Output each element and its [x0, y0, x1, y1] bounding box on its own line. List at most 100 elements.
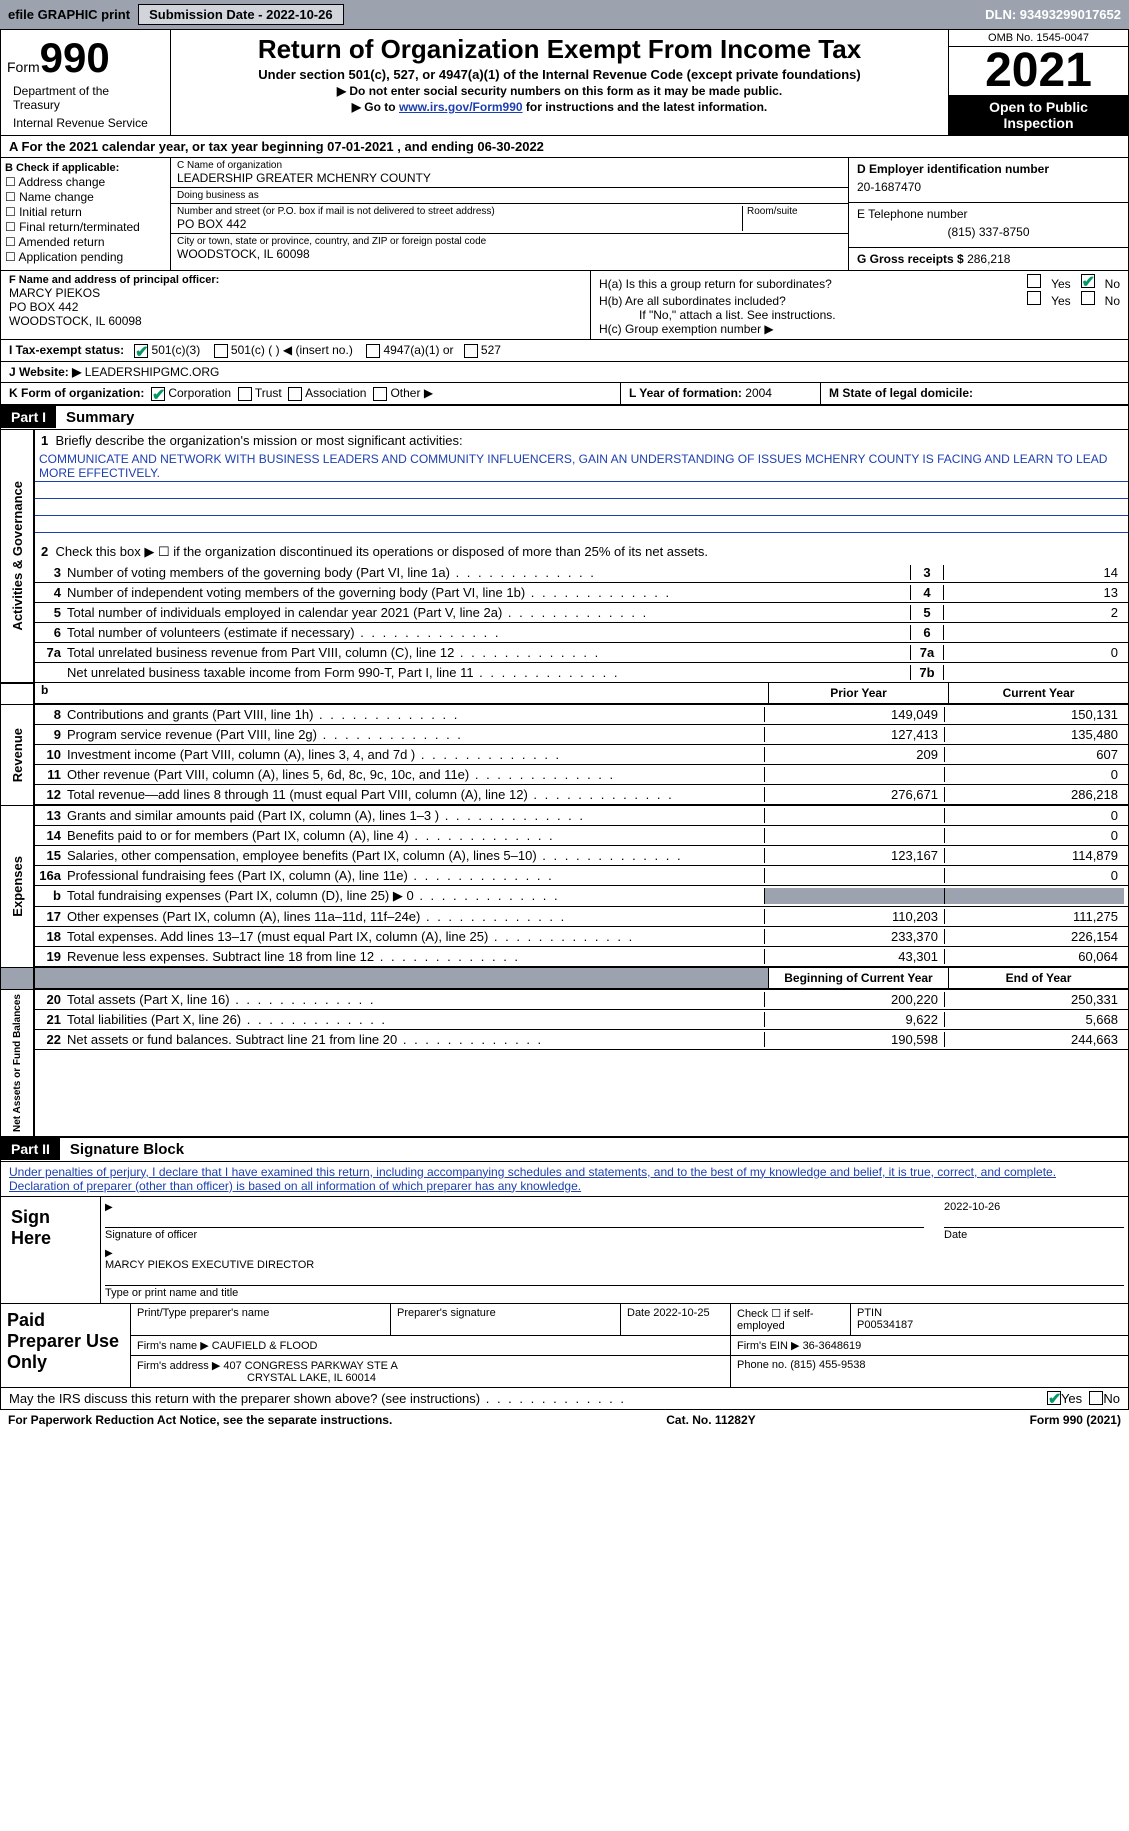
i-label: I Tax-exempt status: — [9, 343, 124, 357]
top-bar: efile GRAPHIC print Submission Date - 20… — [0, 0, 1129, 29]
section-b-c-d: B Check if applicable: ☐ Address change … — [0, 158, 1129, 271]
firm-name-label: Firm's name ▶ — [137, 1340, 209, 1352]
declaration-text: Under penalties of perjury, I declare th… — [0, 1162, 1129, 1197]
discuss-label: May the IRS discuss this return with the… — [9, 1391, 1047, 1406]
irs-link[interactable]: www.irs.gov/Form990 — [399, 100, 523, 114]
part1-title: Summary — [56, 406, 144, 429]
submission-date-button[interactable]: Submission Date - 2022-10-26 — [138, 4, 344, 25]
prep-name-label: Print/Type preparer's name — [131, 1304, 391, 1335]
blank-b: b — [35, 683, 768, 703]
q1-label: Briefly describe the organization's miss… — [55, 433, 462, 448]
sig-name-value: MARCY PIEKOS EXECUTIVE DIRECTOR — [105, 1259, 1124, 1271]
side-activities: Activities & Governance — [8, 477, 27, 635]
side-netassets: Net Assets or Fund Balances — [10, 990, 25, 1136]
org-name: LEADERSHIP GREATER MCHENRY COUNTY — [177, 171, 842, 185]
city-value: WOODSTOCK, IL 60098 — [177, 247, 842, 261]
part2-title: Signature Block — [60, 1138, 194, 1161]
prep-selfemp[interactable]: Check ☐ if self-employed — [731, 1304, 851, 1335]
discuss-no[interactable] — [1089, 1391, 1103, 1405]
mission-blank1 — [35, 482, 1128, 499]
i-501c[interactable] — [214, 344, 228, 358]
chk-address[interactable]: ☐ Address change — [5, 175, 166, 189]
form-header: Form990 Department of the Treasury Inter… — [0, 29, 1129, 136]
note-ssn: ▶ Do not enter social security numbers o… — [175, 84, 944, 98]
tel-value: (815) 337-8750 — [857, 221, 1120, 243]
street-value: PO BOX 442 — [177, 217, 742, 231]
mission-blank2 — [35, 499, 1128, 516]
firm-addr-label: Firm's address ▶ — [137, 1360, 220, 1372]
k-corp[interactable] — [151, 387, 165, 401]
form-subtitle: Under section 501(c), 527, or 4947(a)(1)… — [175, 67, 944, 82]
firm-addr1: 407 CONGRESS PARKWAY STE A — [223, 1360, 397, 1372]
ha-yes[interactable] — [1027, 274, 1041, 288]
k-trust[interactable] — [238, 387, 252, 401]
b-title: B Check if applicable: — [5, 162, 166, 174]
i-527[interactable] — [464, 344, 478, 358]
officer-addr2: WOODSTOCK, IL 60098 — [9, 314, 582, 328]
ein-value: 20-1687470 — [857, 176, 1120, 198]
firm-ein-label: Firm's EIN ▶ — [737, 1340, 800, 1352]
hc-label: H(c) Group exemption number ▶ — [599, 322, 1120, 336]
phone-label: Phone no. — [737, 1359, 787, 1371]
firm-ein-value: 36-3648619 — [803, 1340, 862, 1352]
dept-label: Department of the Treasury — [7, 82, 164, 114]
dln-label: DLN: 93493299017652 — [985, 7, 1121, 22]
form-number: Form990 — [7, 34, 164, 82]
gross-label: G Gross receipts $ — [857, 252, 964, 266]
k-other[interactable] — [373, 387, 387, 401]
i-4947[interactable] — [366, 344, 380, 358]
ha-no[interactable] — [1081, 274, 1095, 288]
form-title: Return of Organization Exempt From Incom… — [175, 34, 944, 65]
i-501c3[interactable] — [134, 344, 148, 358]
paid-preparer-label: Paid Preparer Use Only — [1, 1304, 131, 1387]
website-value: LEADERSHIPGMC.ORG — [81, 365, 219, 379]
mission-blank3 — [35, 516, 1128, 533]
k-assoc[interactable] — [288, 387, 302, 401]
prep-date: Date 2022-10-25 — [621, 1304, 731, 1335]
sig-officer-label: Signature of officer — [105, 1227, 924, 1241]
m-label: M State of legal domicile: — [829, 386, 973, 400]
c-name-label: C Name of organization — [177, 160, 842, 171]
j-label: J Website: ▶ — [9, 365, 81, 379]
f-label: F Name and address of principal officer: — [9, 274, 582, 286]
chk-name[interactable]: ☐ Name change — [5, 190, 166, 204]
open-inspection: Open to Public Inspection — [949, 95, 1128, 135]
firm-addr2: CRYSTAL LAKE, IL 60014 — [137, 1372, 376, 1384]
chk-amended[interactable]: ☐ Amended return — [5, 235, 166, 249]
prior-year-header: Prior Year — [768, 683, 948, 703]
firm-name-value: CAUFIELD & FLOOD — [212, 1340, 318, 1352]
sig-date-label: Date — [944, 1227, 1124, 1241]
side-expenses: Expenses — [8, 852, 27, 921]
current-year-header: Current Year — [948, 683, 1128, 703]
l-label: L Year of formation: — [629, 386, 742, 400]
ha-label: H(a) Is this a group return for subordin… — [599, 277, 1017, 291]
q2-label: Check this box ▶ ☐ if the organization d… — [55, 544, 708, 559]
chk-final[interactable]: ☐ Final return/terminated — [5, 220, 166, 234]
line-a: A For the 2021 calendar year, or tax yea… — [1, 136, 552, 157]
dba-label: Doing business as — [177, 190, 842, 201]
sig-name-label: Type or print name and title — [105, 1285, 1124, 1299]
officer-addr1: PO BOX 442 — [9, 300, 582, 314]
part2-header: Part II — [1, 1138, 60, 1160]
hb-label: H(b) Are all subordinates included? — [599, 294, 1017, 308]
begin-year-header: Beginning of Current Year — [768, 968, 948, 988]
end-year-header: End of Year — [948, 968, 1128, 988]
sig-date-value: 2022-10-26 — [944, 1201, 1124, 1213]
chk-pending[interactable]: ☐ Application pending — [5, 250, 166, 264]
hb-no[interactable] — [1081, 291, 1095, 305]
l-value: 2004 — [745, 386, 772, 400]
footer-catno: Cat. No. 11282Y — [666, 1413, 755, 1427]
officer-name: MARCY PIEKOS — [9, 286, 582, 300]
part1-header: Part I — [1, 406, 56, 428]
note-goto: ▶ Go to www.irs.gov/Form990 for instruct… — [175, 100, 944, 114]
side-revenue: Revenue — [8, 724, 27, 786]
tax-year: 2021 — [949, 47, 1128, 95]
discuss-yes[interactable] — [1047, 1391, 1061, 1405]
city-label: City or town, state or province, country… — [177, 236, 842, 247]
h-note: If "No," attach a list. See instructions… — [599, 308, 1120, 322]
ptin-label: PTIN — [857, 1307, 882, 1319]
gross-value: 286,218 — [967, 252, 1010, 266]
prep-sig-label: Preparer's signature — [391, 1304, 621, 1335]
hb-yes[interactable] — [1027, 291, 1041, 305]
chk-initial[interactable]: ☐ Initial return — [5, 205, 166, 219]
